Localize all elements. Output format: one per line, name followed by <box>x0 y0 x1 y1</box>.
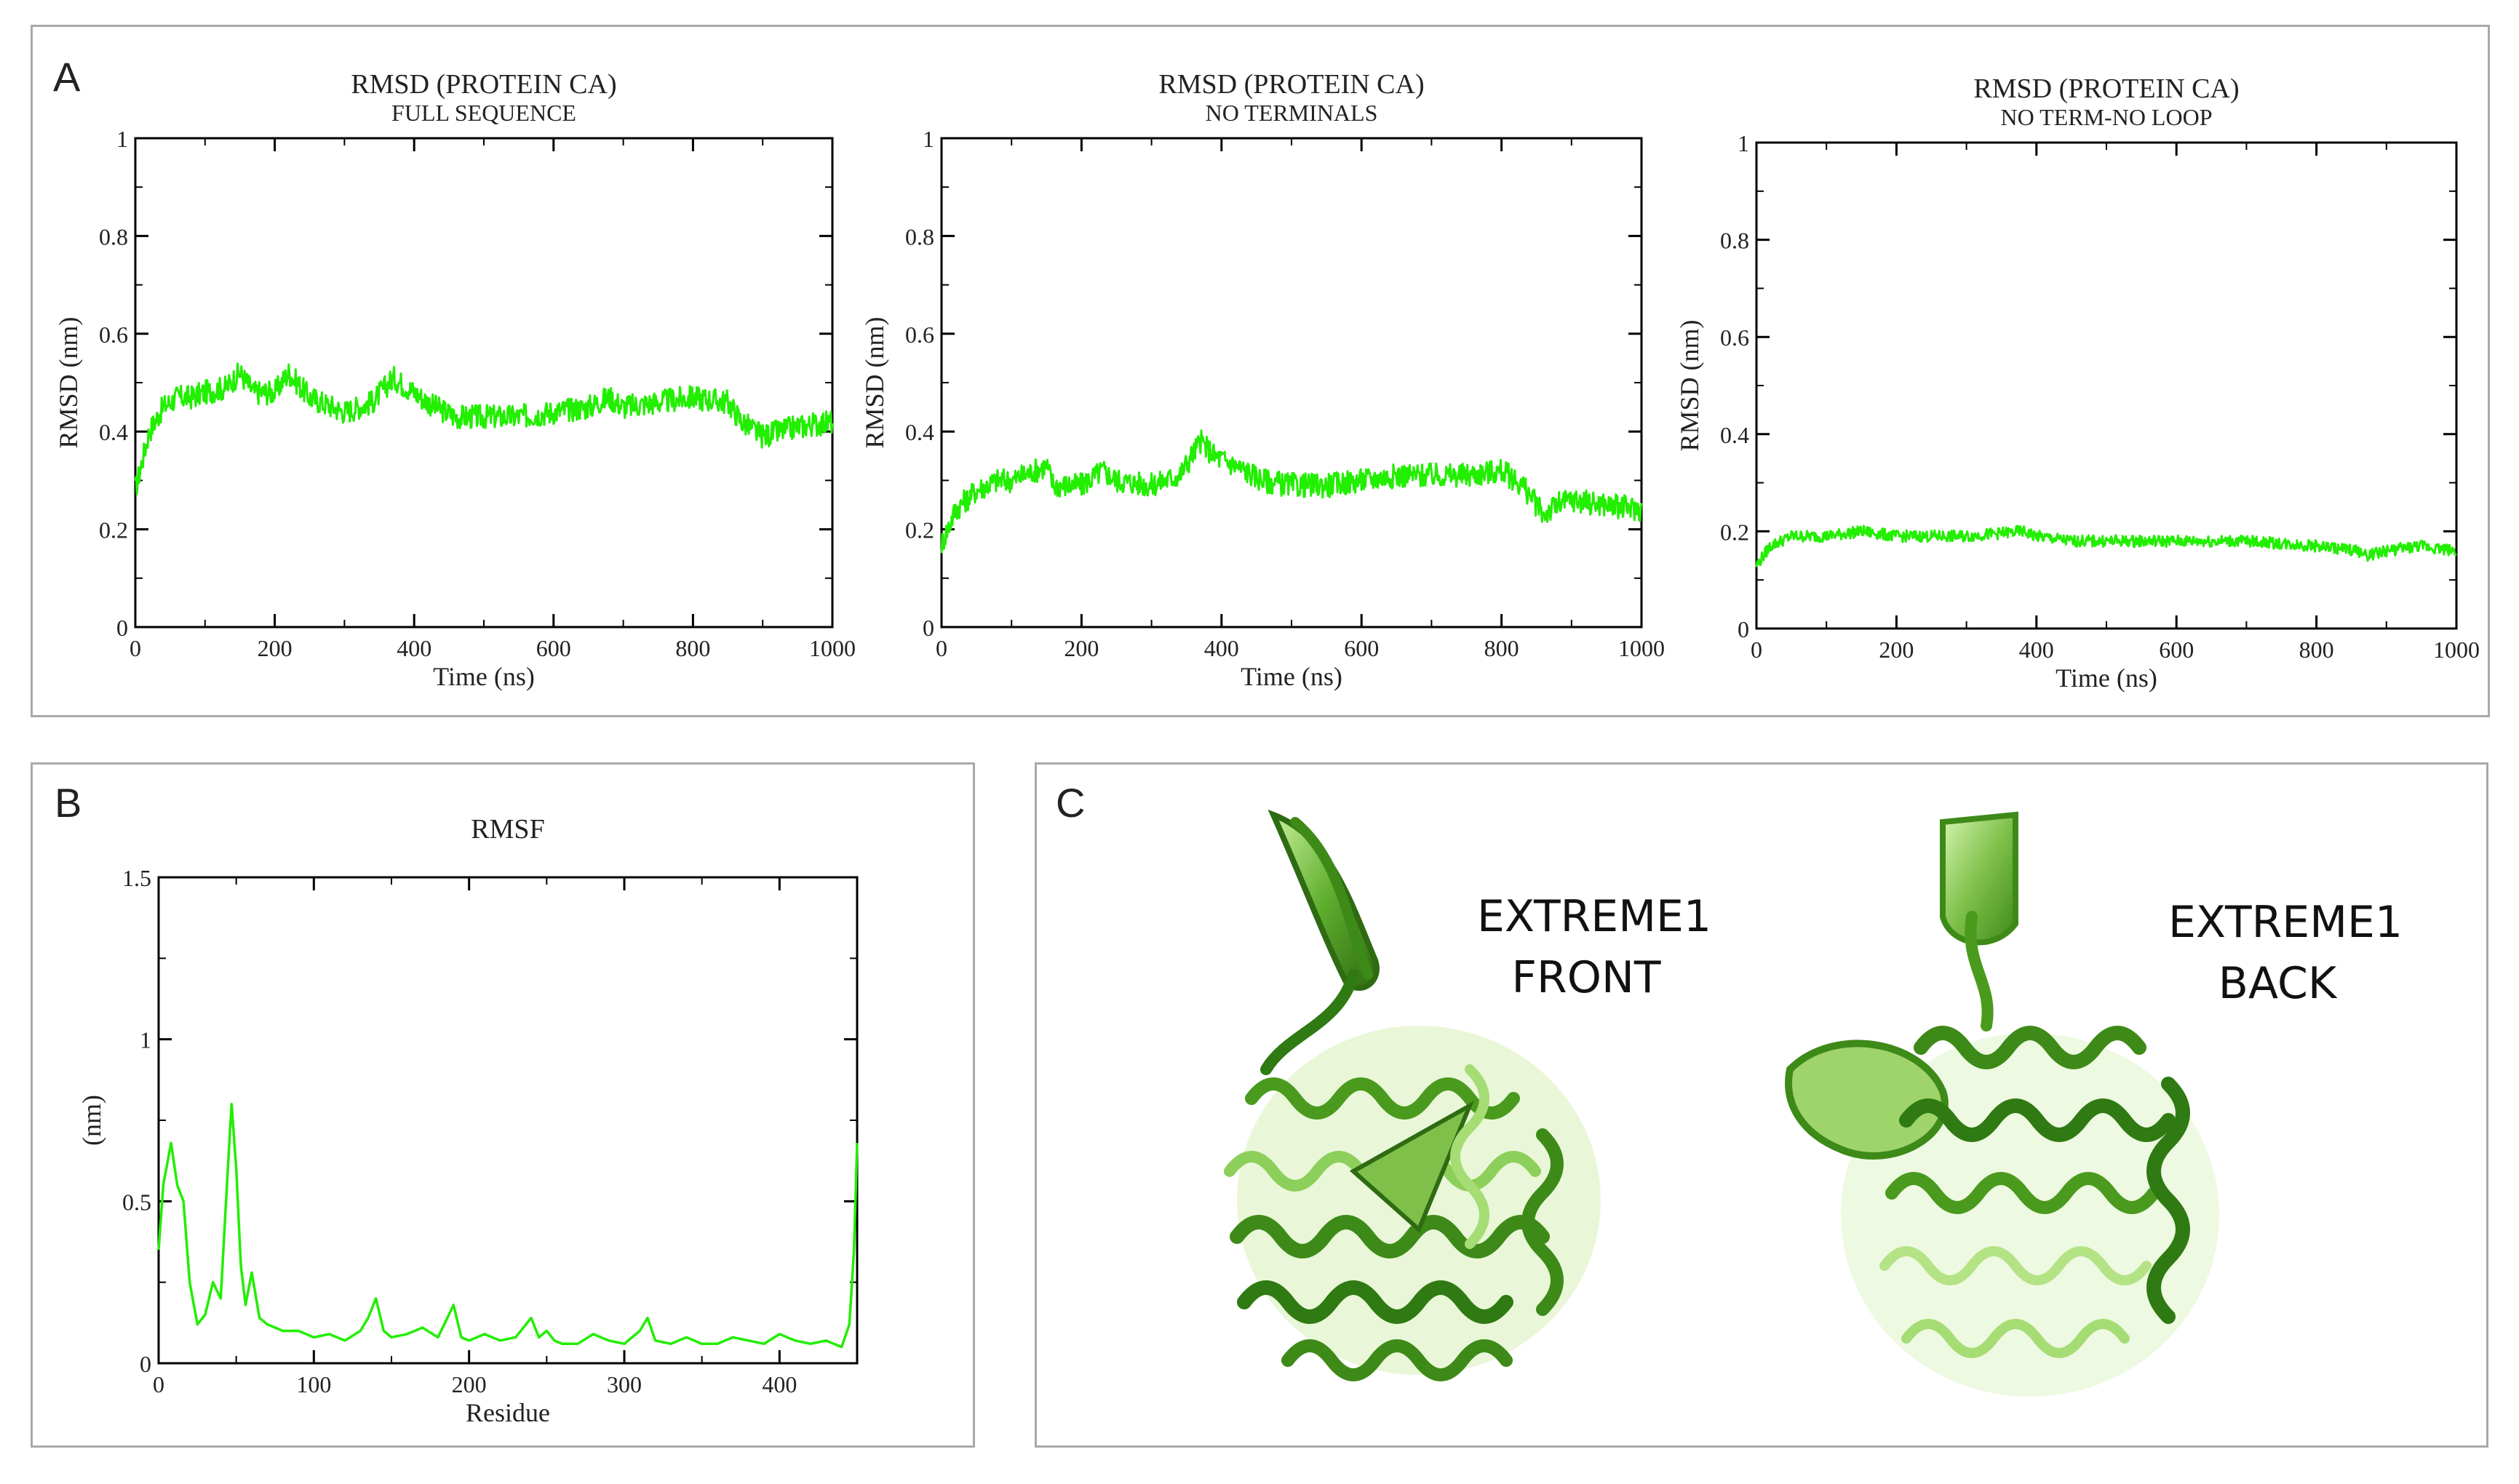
panel-letter-b: B <box>55 780 82 826</box>
structure-label-back: EXTREME1 BACK <box>2168 892 2403 1014</box>
panel-letter-a: A <box>53 54 81 100</box>
panel-letter-c: C <box>1056 780 1086 826</box>
structure-label-front-line1: EXTREME1 <box>1477 891 1712 942</box>
panel-b: B <box>31 762 975 1448</box>
protein-structure-front-image <box>1224 809 1601 1381</box>
panel-a: A <box>31 25 2490 717</box>
protein-structure-back-image <box>1785 811 2219 1397</box>
structure-label-front-line2: FRONT <box>1511 952 1661 1003</box>
structure-label-front: EXTREME1 FRONT <box>1477 886 1712 1008</box>
structure-label-back-line2: BACK <box>2218 958 2337 1009</box>
structure-label-back-line1: EXTREME1 <box>2168 897 2403 948</box>
